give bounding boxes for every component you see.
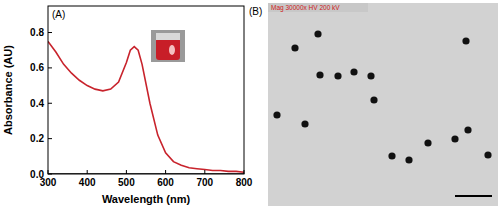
nanoparticle: [462, 37, 469, 44]
y-tick: [48, 174, 52, 175]
nanoparticle: [370, 96, 377, 103]
nanoparticle: [424, 139, 431, 146]
inset-background: [151, 30, 185, 62]
y-tick-label: 0.8: [30, 27, 44, 38]
nanoparticle: [291, 44, 298, 51]
x-tick: [204, 170, 205, 174]
nanoparticle: [301, 120, 308, 127]
vial-neck: [156, 33, 180, 40]
x-tick: [126, 170, 127, 174]
y-tick: [48, 32, 52, 33]
x-tick-label: 400: [79, 177, 96, 188]
x-tick-label: 500: [118, 177, 135, 188]
nanoparticle: [405, 156, 412, 163]
x-tick: [87, 170, 88, 174]
y-axis-label: Absorbance (AU): [2, 45, 14, 135]
nanoparticle: [484, 151, 491, 158]
y-tick: [48, 67, 52, 68]
nanoparticle: [273, 111, 280, 118]
nanoparticle: [314, 30, 321, 37]
tem-background: [268, 3, 498, 206]
tem-image: [268, 3, 498, 206]
y-tick-label: 0.6: [30, 62, 44, 73]
y-tick-label: 0.4: [30, 98, 44, 109]
nanoparticle: [464, 126, 471, 133]
nanoparticle: [316, 71, 323, 78]
x-tick-label: 700: [196, 177, 213, 188]
figure: 3004005006007008000.00.20.40.60.8Wavelen…: [0, 0, 500, 208]
vial-liquid: [156, 38, 180, 60]
vial-glare: [169, 45, 175, 55]
scale-bar: [455, 195, 492, 197]
y-tick: [48, 138, 52, 139]
x-axis-label: Wavelength (nm): [102, 193, 191, 205]
plot-lines: [48, 41, 244, 174]
plot-frame: [48, 6, 244, 174]
x-tick: [48, 170, 49, 174]
x-tick: [244, 170, 245, 174]
caption-bar: [268, 3, 368, 12]
x-tick-label: 800: [236, 177, 253, 188]
nanoparticle: [334, 72, 341, 79]
nanoparticle: [388, 152, 395, 159]
x-tick-label: 600: [157, 177, 174, 188]
nanoparticle: [451, 135, 458, 142]
y-tick-label: 0.0: [30, 169, 44, 180]
panel-label: (A): [52, 9, 65, 20]
panel-label: (B): [249, 6, 262, 17]
y-tick-label: 0.2: [30, 133, 44, 144]
y-tick: [48, 103, 52, 104]
figure-svg: 3004005006007008000.00.20.40.60.8Wavelen…: [0, 0, 500, 208]
nanoparticle: [350, 68, 357, 75]
inset-photo: [151, 30, 185, 62]
x-tick: [165, 170, 166, 174]
tem-caption: Mag 30000x HV 200 kV: [271, 4, 340, 12]
nanoparticle: [367, 72, 374, 79]
spectrum-line: [48, 41, 244, 172]
